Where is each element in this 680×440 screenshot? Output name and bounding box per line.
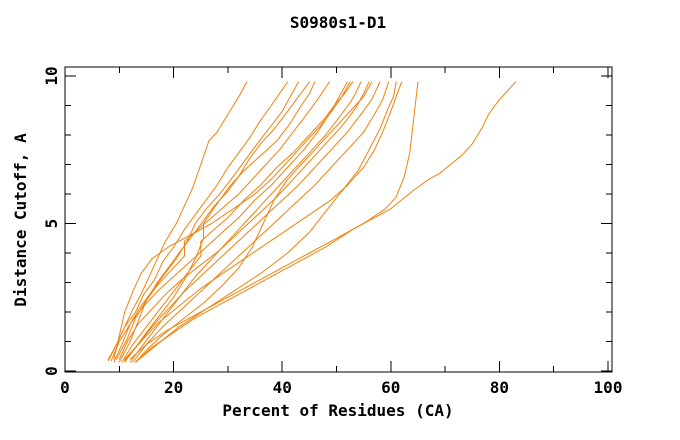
chart-title: S0980s1-D1: [290, 13, 386, 32]
model-curve: [135, 81, 517, 363]
model-curve: [107, 81, 248, 362]
x-tick-label: 60: [381, 378, 400, 397]
model-curve: [124, 81, 403, 360]
model-curves: [107, 81, 517, 363]
x-axis-label: Percent of Residues (CA): [222, 401, 453, 420]
model-curve: [113, 81, 351, 360]
model-curve: [129, 81, 419, 360]
model-curve: [113, 81, 299, 363]
model-curve: [135, 81, 397, 363]
x-tick-label: 100: [594, 378, 623, 397]
model-curve: [107, 81, 289, 360]
x-tick-labels: 0 20 40 60 80 100: [60, 378, 622, 397]
model-curve: [124, 81, 381, 362]
model-curve: [129, 81, 362, 363]
plot-frame: [64, 66, 613, 373]
y-tick-label: 5: [42, 219, 61, 229]
model-curve: [132, 81, 390, 363]
y-axis-label: Distance Cutoff, A: [11, 133, 30, 307]
model-curve: [118, 81, 370, 360]
x-tick-label: 0: [60, 378, 70, 397]
x-tick-label: 20: [164, 378, 183, 397]
axis-ticks: [64, 67, 612, 372]
y-tick-label: 0: [42, 366, 61, 376]
model-curve: [116, 81, 330, 360]
model-curve: [121, 81, 354, 363]
model-curve: [124, 81, 316, 363]
x-tick-label: 40: [273, 378, 292, 397]
model-curve: [135, 81, 373, 363]
model-curve: [110, 81, 348, 362]
x-tick-label: 80: [490, 378, 509, 397]
y-tick-label: 10: [42, 66, 61, 85]
model-curve: [118, 81, 310, 363]
y-tick-labels: 0 5 10: [42, 66, 61, 375]
